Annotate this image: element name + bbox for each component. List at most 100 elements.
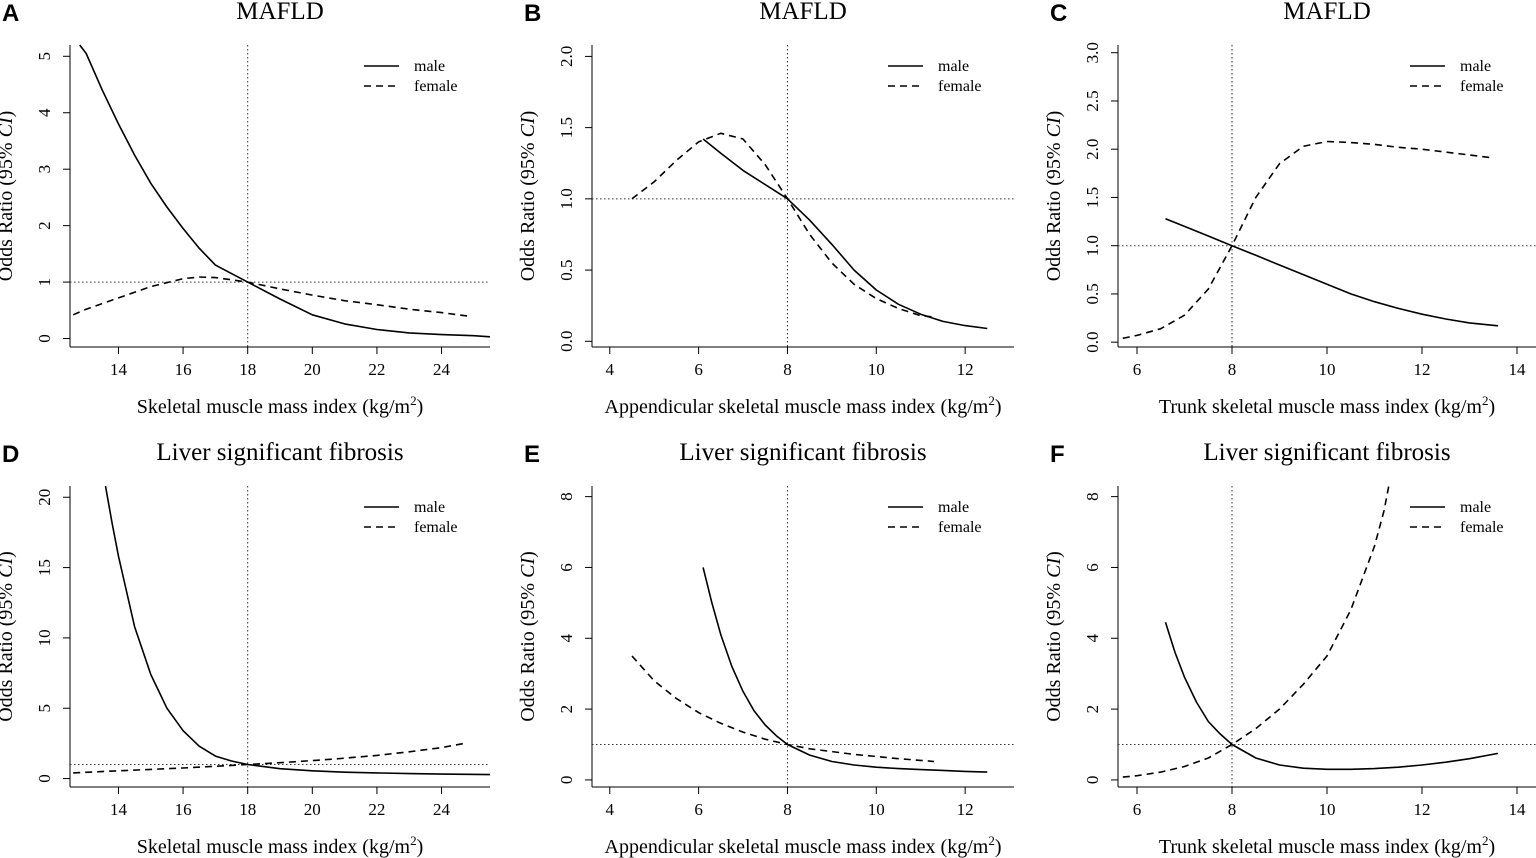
y-tick-label: 0 [1083,776,1102,785]
y-tick-label: 0 [35,334,54,343]
figure: A MAFLD14 16 18 20 22 24012345malefemaleSkelet… [0,0,1536,858]
x-tick-label: 8 [783,800,792,819]
y-axis-label: Odds Ratio (95% CI) [1043,111,1065,282]
y-axis-label: Odds Ratio (95% CI) [1043,551,1065,722]
legend-label-female: female [938,78,982,95]
x-tick-label: 24 [433,360,451,379]
panel-label: E [524,441,540,468]
series-male-line [1166,219,1499,326]
series-female-line [73,743,464,773]
y-tick-label: 0 [557,776,576,785]
y-tick-label: 10 [35,629,54,646]
legend: male female [364,58,458,95]
series-male-line [703,139,987,329]
chart-title: Liver significant fibrosis [1203,439,1450,466]
x-tick-label: 6 [694,800,703,819]
legend-label-female: female [414,78,458,95]
panel-a: A MAFLD 14 16 18 20 22 24 0 1 2 3 4 5 male female Skelet… [0,0,490,418]
y-tick-label: 0.0 [557,331,576,352]
x-axis-label: Appendicular skeletal muscle mass index … [605,393,1002,418]
x-axis-label: Skeletal muscle mass index (kg/m2) [137,833,423,858]
y-tick-label: 1.5 [557,117,576,138]
panel-label: D [2,441,19,468]
x-tick-label: 14 [110,360,128,379]
y-tick-label: 4 [557,634,576,643]
y-axis-label: Odds Ratio (95% CI) [0,111,17,282]
y-tick-label: 1.0 [1083,235,1102,256]
y-tick-label: 1 [35,278,54,287]
y-tick-label: 4 [35,108,54,117]
panel-label: F [1050,441,1065,468]
x-tick-label: 20 [304,360,321,379]
y-tick-label: 3.0 [1083,42,1102,63]
y-tick-label: 20 [35,489,54,506]
x-axis-label: Skeletal muscle mass index (kg/m2) [137,393,423,418]
y-axis-label: Odds Ratio (95% CI) [517,551,539,722]
legend-label-male: male [414,58,445,75]
y-tick-label: 2.5 [1083,90,1102,111]
x-tick-label: 6 [694,360,703,379]
x-axis-label: Trunk skeletal muscle mass index (kg/m2) [1159,393,1495,418]
y-tick-label: 3 [35,165,54,174]
chart-title: MAFLD [236,0,324,25]
y-tick-label: 4 [1083,634,1102,643]
x-tick-label: 10 [1319,800,1336,819]
legend-label-male: male [414,499,445,516]
series-male-line [703,567,987,772]
panel-b: B MAFLD 4 6 8 10 12 0.0 0.5 1.0 1.5 2.0 male female Ap… [517,0,1014,418]
x-tick-label: 4 [606,800,615,819]
y-tick-label: 1.0 [557,188,576,209]
legend-label-male: male [1460,58,1491,75]
x-tick-label: 14 [1509,360,1527,379]
x-tick-label: 6 [1133,800,1142,819]
legend: male female [1410,499,1504,536]
x-axis-label: Trunk skeletal muscle mass index (kg/m2) [1159,833,1495,858]
y-tick-label: 15 [35,559,54,576]
legend: male female [364,499,458,536]
x-tick-label: 16 [175,360,192,379]
y-tick-label: 0.5 [557,259,576,280]
x-tick-label: 4 [606,360,615,379]
y-tick-label: 0.5 [1083,283,1102,304]
legend: male female [888,58,982,95]
series-female-line [632,133,934,317]
x-tick-label: 22 [368,800,385,819]
x-tick-label: 10 [868,360,885,379]
y-tick-label: 8 [1083,492,1102,501]
y-tick-label: 0 [35,774,54,783]
panel-e: E Liver significant fibrosis4 6 8 10 1202468m… [517,439,1014,858]
series-female-line [1123,486,1389,777]
x-tick-label: 10 [1319,360,1336,379]
x-tick-label: 24 [433,800,451,819]
series-male-line [1166,622,1499,769]
y-tick-label: 5 [35,52,54,61]
x-tick-label: 16 [175,800,192,819]
x-tick-label: 8 [783,360,792,379]
legend-label-male: male [1460,499,1491,516]
y-tick-label: 0.0 [1083,332,1102,353]
y-tick-label: 6 [557,563,576,572]
legend-label-male: male [938,499,969,516]
y-tick-label: 2.0 [557,46,576,67]
x-tick-label: 10 [868,800,885,819]
panel-label: A [2,0,19,27]
panel-c: C MAFLD6 8 10 12 140.00.51.01.52.02.53.0malef… [1043,0,1536,418]
x-tick-label: 12 [1414,800,1431,819]
x-axis-label: Appendicular skeletal muscle mass index … [605,833,1002,858]
chart-title: MAFLD [1283,0,1371,25]
legend-label-female: female [1460,78,1504,95]
y-tick-label: 6 [1083,563,1102,572]
series-female-line [73,277,467,316]
x-tick-label: 18 [239,800,256,819]
y-tick-label: 2 [35,221,54,230]
x-tick-label: 8 [1228,800,1237,819]
y-tick-label: 2 [1083,705,1102,714]
legend: male female [1410,58,1504,95]
chart-title: MAFLD [759,0,847,25]
x-tick-label: 14 [1509,800,1527,819]
legend: male female [888,499,982,536]
x-tick-label: 22 [368,360,385,379]
y-tick-label: 2.0 [1083,139,1102,160]
panel-label: B [524,0,541,27]
y-tick-label: 2 [557,705,576,714]
